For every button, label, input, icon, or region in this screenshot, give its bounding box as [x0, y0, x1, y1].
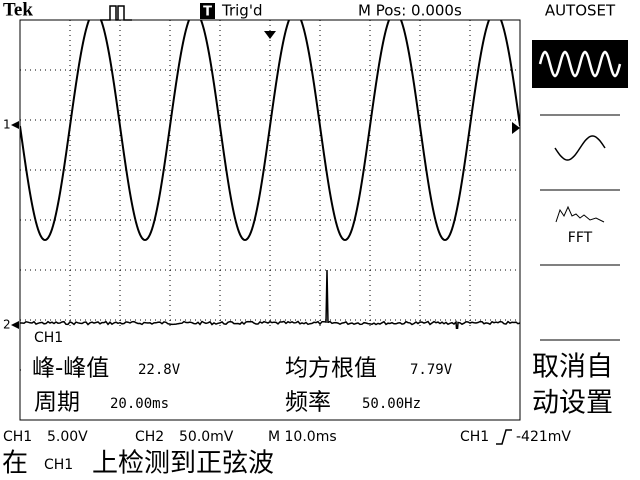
measure-value: 22.8V	[138, 362, 181, 378]
trigger-icon: T	[203, 5, 212, 20]
measure-label: 周期	[34, 390, 80, 416]
fft-icon[interactable]	[555, 205, 605, 223]
fft-label[interactable]: FFT	[568, 230, 593, 246]
trigger-level: -421mV	[516, 429, 571, 445]
single-cycle-icon[interactable]	[554, 135, 606, 161]
ch1-label: CH1	[3, 429, 32, 445]
ch1-arrow	[11, 121, 19, 129]
measure-value: 20.00ms	[110, 396, 169, 412]
measurement-panel	[21, 329, 519, 419]
measure-label: 均方根值	[285, 356, 377, 382]
trigger-status: Trig'd	[221, 2, 262, 20]
trigger-position-marker	[264, 31, 276, 39]
acquire-icon	[100, 5, 132, 21]
trigger-source: CH1	[460, 429, 489, 445]
ch2-label: CH2	[135, 429, 164, 445]
menu-title: AUTOSET	[545, 2, 616, 20]
message-text: 上检测到正弦波	[92, 449, 274, 479]
ch1-waveform	[20, 20, 520, 242]
measure-channel: CH1	[34, 330, 63, 346]
measure-label: 峰-峰值	[32, 356, 109, 382]
measure-value: 50.00Hz	[362, 396, 421, 412]
position: M Pos: 0.000s	[358, 2, 462, 20]
ch2-waveform	[20, 269, 520, 336]
ch2-arrow	[11, 321, 19, 329]
measure-value: 7.79V	[410, 362, 453, 378]
cancel-autoset[interactable]: 取消自	[532, 352, 613, 383]
brand: Tek	[3, 0, 33, 20]
message-channel: CH1	[44, 457, 73, 473]
ch2-marker: 2	[3, 318, 11, 332]
multi-cycle-icon	[538, 50, 622, 78]
graticule-border	[19, 19, 521, 421]
trigger-box	[200, 3, 215, 19]
measure-label: 频率	[285, 390, 331, 416]
ch1-marker: 1	[3, 118, 11, 132]
trigger-level-marker	[512, 122, 520, 134]
message-prefix: 在	[2, 449, 28, 479]
cancel-autoset[interactable]: 动设置	[532, 388, 613, 419]
ch2-scale: 50.0mV	[179, 429, 234, 445]
ch1-scale: 5.00V	[47, 429, 88, 445]
trigger-slope-icon	[496, 429, 512, 445]
timebase: M 10.0ms	[268, 429, 337, 445]
